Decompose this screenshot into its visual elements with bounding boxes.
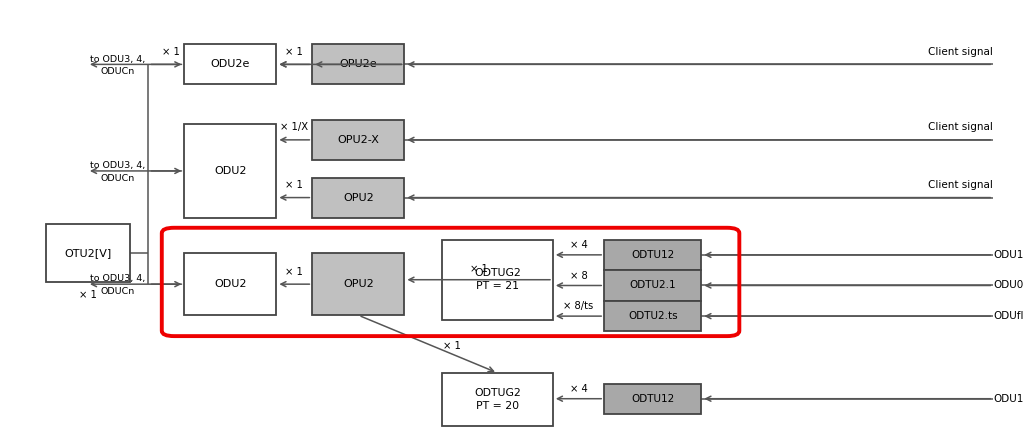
Text: OPU2: OPU2	[343, 193, 374, 202]
Text: × 4: × 4	[569, 240, 588, 250]
Text: Client signal: Client signal	[929, 123, 993, 132]
Text: × 1/X: × 1/X	[281, 123, 308, 132]
Text: × 1: × 1	[79, 290, 97, 300]
Text: ODU2: ODU2	[214, 279, 247, 289]
Text: Client signal: Client signal	[929, 47, 993, 57]
Text: ODU1: ODU1	[993, 394, 1024, 404]
Text: OPU2e: OPU2e	[340, 59, 377, 69]
Text: OTU2[V]: OTU2[V]	[65, 248, 112, 258]
Text: × 1: × 1	[443, 341, 461, 351]
Bar	[604, 301, 701, 331]
Text: × 1: × 1	[286, 47, 303, 57]
Text: ODU2: ODU2	[214, 166, 247, 176]
Text: Client signal: Client signal	[929, 180, 993, 190]
Bar	[604, 240, 701, 270]
Text: ODUCn: ODUCn	[100, 67, 135, 76]
Text: × 8: × 8	[569, 271, 588, 281]
Bar	[312, 120, 404, 160]
Bar	[184, 44, 276, 84]
Text: ODTU12: ODTU12	[631, 250, 675, 260]
Text: ODUCn: ODUCn	[100, 287, 135, 296]
Text: ODTU12: ODTU12	[631, 394, 675, 404]
Text: × 4: × 4	[569, 384, 588, 394]
Text: to ODU3, 4,: to ODU3, 4,	[90, 161, 145, 170]
Bar	[184, 253, 276, 315]
Text: × 1: × 1	[286, 267, 303, 277]
Bar	[442, 240, 553, 320]
Text: ODTUG2
PT = 20: ODTUG2 PT = 20	[474, 388, 521, 411]
Text: to ODU3, 4,: to ODU3, 4,	[90, 274, 145, 283]
Text: × 8/ts: × 8/ts	[563, 301, 594, 311]
Text: OPU2-X: OPU2-X	[338, 135, 379, 145]
Text: ODU2e: ODU2e	[211, 59, 250, 69]
Bar	[312, 178, 404, 218]
Text: ODTU2.1: ODTU2.1	[630, 281, 676, 290]
Text: ODUflex: ODUflex	[993, 311, 1024, 321]
Bar	[312, 44, 404, 84]
Bar	[442, 373, 553, 426]
Bar	[604, 384, 701, 414]
Text: × 1: × 1	[163, 47, 180, 57]
Bar	[604, 270, 701, 301]
Text: ODTU2.ts: ODTU2.ts	[628, 311, 678, 321]
Text: ODUCn: ODUCn	[100, 174, 135, 182]
Text: × 1: × 1	[286, 180, 303, 190]
Bar	[46, 224, 130, 282]
Text: ODU1: ODU1	[993, 250, 1024, 260]
Text: × 1: × 1	[470, 264, 487, 274]
Bar	[312, 253, 404, 315]
Bar	[184, 124, 276, 218]
Text: OPU2: OPU2	[343, 279, 374, 289]
Text: ODU0: ODU0	[993, 281, 1024, 290]
Text: to ODU3, 4,: to ODU3, 4,	[90, 55, 145, 63]
Text: ODTUG2
PT = 21: ODTUG2 PT = 21	[474, 268, 521, 291]
